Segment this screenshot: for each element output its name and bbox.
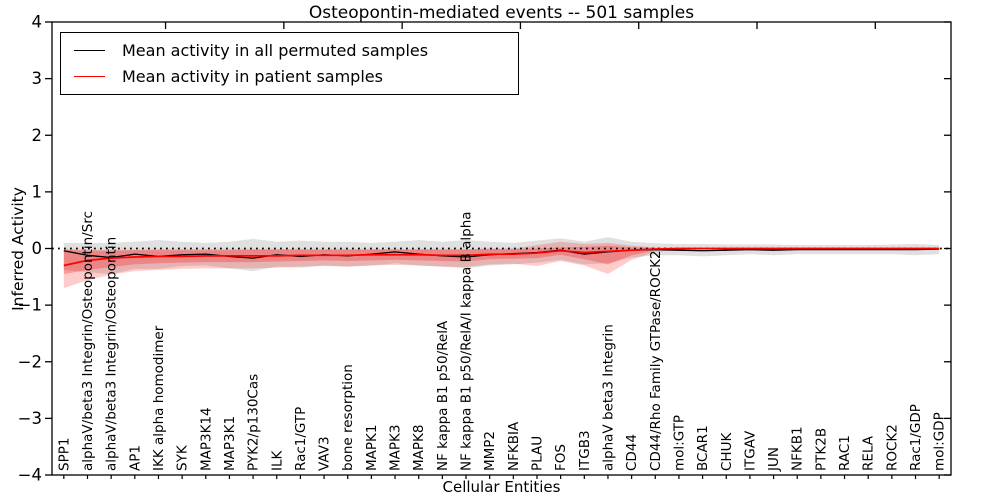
x-tick-label: ITGB3 [577, 430, 593, 471]
x-tick-label: PLAU [529, 436, 545, 471]
legend-label: Mean activity in patient samples [122, 67, 383, 87]
x-tick-label: RAC1 [837, 435, 853, 471]
y-tick-label: 0 [32, 239, 43, 258]
x-tick-label: MMP2 [482, 431, 498, 471]
x-tick-label: FOS [553, 444, 569, 471]
x-tick-label: SYK [175, 444, 191, 471]
x-tick-label: JUN [766, 447, 782, 472]
x-tick-label: bone resorption [340, 364, 356, 471]
series-line-patient [63, 247, 940, 267]
y-tick-label: 3 [32, 69, 43, 88]
x-tick-label: PTK2B [813, 428, 829, 471]
x-tick-label: AP1 [127, 445, 143, 471]
x-tick-label: ILK [269, 449, 285, 471]
legend: Mean activity in all permuted samples Me… [60, 32, 519, 95]
y-tick-label: −3 [18, 409, 42, 428]
chart-title: Osteopontin-mediated events -- 501 sampl… [308, 3, 695, 23]
x-tick-label: MAPK1 [364, 425, 380, 471]
x-tick-label: NFKBIA [506, 421, 522, 471]
y-axis-label: Inferred Activity [9, 187, 27, 311]
x-tick-label: alphaV beta3 Integrin [600, 324, 616, 471]
x-tick-label: alphaV/beta3 Integrin/Osteopontin/Src [80, 211, 96, 471]
y-tick-label: 1 [32, 182, 43, 201]
x-axis-label: Cellular Entities [442, 478, 561, 496]
band-patient-range-outer [63, 241, 940, 289]
x-tick-label: CD44/Rho Family GTPase/ROCK2 [648, 250, 664, 471]
x-tick-label: IKK alpha homodimer [151, 325, 167, 471]
x-tick-label: alphaV/beta3 Integrin/Osteopontin [104, 237, 120, 471]
x-tick-label: MAP3K1 [222, 416, 238, 471]
legend-label: Mean activity in all permuted samples [122, 40, 429, 60]
x-tick-label: mol:GTP [671, 415, 687, 471]
x-tick-label: BCAR1 [695, 425, 711, 471]
x-tick-label: RELA [861, 435, 877, 471]
band-patient-range-inner [63, 245, 940, 274]
x-tick-label: CD44 [624, 434, 640, 471]
x-tick-label: Rac1/GDP [908, 404, 924, 471]
x-tick-label: MAPK3 [388, 425, 404, 471]
legend-line-sample-red [74, 76, 105, 78]
x-tick-label: ROCK2 [884, 424, 900, 471]
x-tick-label: MAP3K14 [198, 407, 214, 471]
x-tick-label: NF kappa B1 p50/RelA [435, 320, 451, 471]
x-tick-label: ITGAV [742, 430, 758, 471]
legend-line-sample-black [74, 49, 105, 51]
y-tick-label: −2 [18, 352, 42, 371]
x-tick-label: NFKB1 [790, 426, 806, 471]
x-tick-label: mol:GDP [932, 412, 948, 471]
y-tick-label: 4 [32, 13, 43, 32]
x-tick-label: CHUK [719, 432, 735, 471]
x-tick-label: PYK2/p130Cas [246, 374, 262, 471]
x-tick-label: NF kappa B1 p50/RelA/I kappa B alpha [459, 211, 475, 471]
x-tick-label: MAPK8 [411, 425, 427, 471]
y-tick-label: −4 [18, 466, 42, 485]
y-tick-label: 2 [32, 126, 43, 145]
y-tick-label: −1 [18, 296, 42, 315]
x-tick-label: SPP1 [56, 438, 72, 471]
x-tick-label: VAV3 [317, 436, 333, 471]
band-permuted-range [63, 237, 940, 274]
x-tick-label: Rac1/GTP [293, 407, 309, 471]
legend-item-patient: Mean activity in patient samples [74, 67, 518, 86]
legend-item-permuted: Mean activity in all permuted samples [74, 41, 518, 60]
